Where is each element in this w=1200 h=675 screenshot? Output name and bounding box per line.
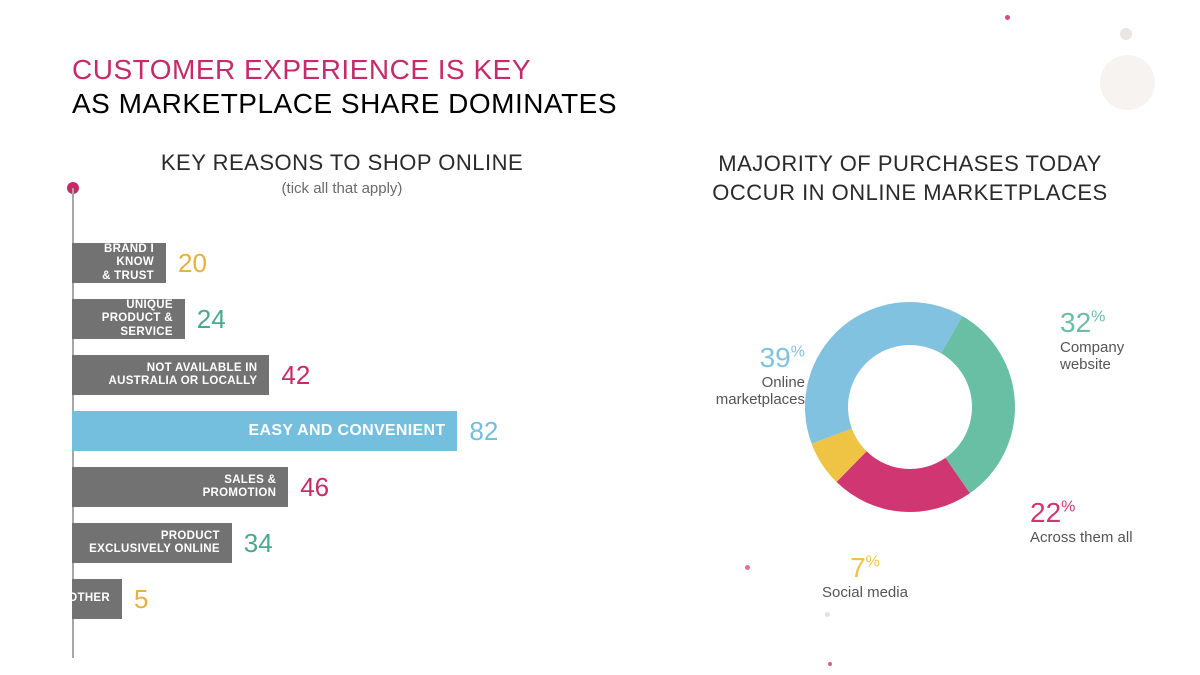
donut-chart-body: 32%Company website 22%Across them all 7%So… [660,227,1160,647]
bar: PRODUCT EXCLUSIVELY ONLINE [72,523,232,563]
donut-segment [805,302,963,444]
donut-label: 22%Across them all [1030,497,1133,546]
bar-row: PRODUCT EXCLUSIVELY ONLINE 34 [72,523,612,563]
bar-chart-subtitle: (tick all that apply) [72,180,612,197]
heading-line2: AS MARKETPLACE SHARE DOMINATES [72,88,617,120]
donut-label: 7%Social media [805,552,925,601]
donut-value: 7% [805,552,925,584]
donut-value: 32% [1060,307,1160,339]
donut-label-text: Across them all [1030,529,1133,546]
decoration-dot [1120,28,1132,40]
bar-row: SALES & PROMOTION 46 [72,467,612,507]
donut-label: 32%Company website [1060,307,1160,373]
slide: CUSTOMER EXPERIENCE IS KEY AS MARKETPLAC… [0,0,1200,675]
bar-chart: KEY REASONS TO SHOP ONLINE (tick all tha… [72,150,612,635]
donut-label-text: Online marketplaces [685,374,805,408]
bar: BRAND I KNOW & TRUST [72,243,166,283]
bar: OTHER [72,579,122,619]
bar: SALES & PROMOTION [72,467,288,507]
decoration-dot [828,662,832,666]
bar-row: NOT AVAILABLE IN AUSTRALIA OR LOCALLY 42 [72,355,612,395]
bar: UNIQUE PRODUCT & SERVICE [72,299,185,339]
donut-segment [941,316,1015,493]
bar-row: EASY AND CONVENIENT 82 [72,411,612,451]
donut-svg [800,297,1020,517]
bar-row: UNIQUE PRODUCT & SERVICE 24 [72,299,612,339]
donut-chart: MAJORITY OF PURCHASES TODAYOCCUR IN ONLI… [660,150,1160,647]
donut-label: 39%Online marketplaces [685,342,805,408]
decoration-dot [825,612,830,617]
bar-value: 20 [178,248,207,279]
donut-value: 39% [685,342,805,374]
bar-value: 82 [469,416,498,447]
donut-label-text: Social media [805,584,925,601]
donut-chart-title: MAJORITY OF PURCHASES TODAYOCCUR IN ONLI… [660,150,1160,207]
bar: EASY AND CONVENIENT [72,411,457,451]
bar-value: 42 [281,360,310,391]
bar-value: 24 [197,304,226,335]
bar-chart-title: KEY REASONS TO SHOP ONLINE [72,150,612,176]
bar-value: 34 [244,528,273,559]
bar: NOT AVAILABLE IN AUSTRALIA OR LOCALLY [72,355,269,395]
bar-value: 46 [300,472,329,503]
bar-row: BRAND I KNOW & TRUST 20 [72,243,612,283]
bar-value: 5 [134,584,148,615]
decoration-dot [1100,55,1155,110]
heading: CUSTOMER EXPERIENCE IS KEY AS MARKETPLAC… [72,54,617,120]
donut-value: 22% [1030,497,1133,529]
bar-row: OTHER 5 [72,579,612,619]
decoration-dot [745,565,750,570]
bar-chart-bars: BRAND I KNOW & TRUST 20 UNIQUE PRODUCT & S… [72,243,612,619]
decoration-dot [1005,15,1010,20]
heading-line1: CUSTOMER EXPERIENCE IS KEY [72,54,617,86]
donut-label-text: Company website [1060,339,1160,373]
